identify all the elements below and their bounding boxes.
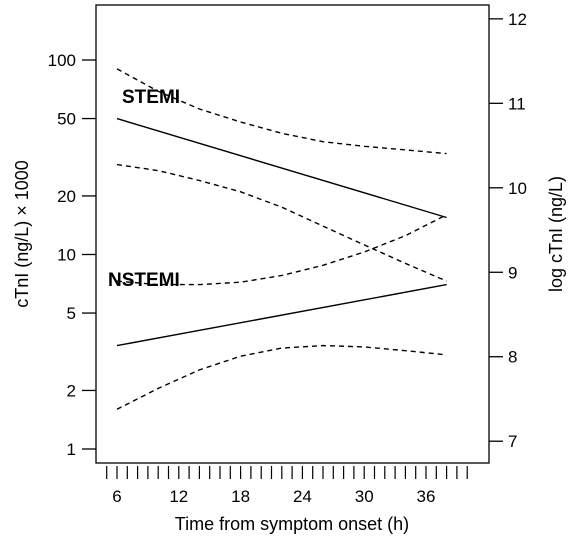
x-axis: 6 12 18 24 30 36 bbox=[106, 466, 468, 506]
x-tick-label: 24 bbox=[293, 487, 312, 506]
y-left-tick-label: 1 bbox=[67, 440, 76, 459]
y-right-tick-label: 7 bbox=[508, 432, 517, 451]
confidence-band-line-5 bbox=[116, 344, 447, 410]
series-label-stemi: STEMI bbox=[122, 87, 180, 108]
x-tick-label: 36 bbox=[417, 487, 436, 506]
y-left-tick-label: 5 bbox=[67, 304, 76, 323]
y-axis-label-right: log cTnI (ng/L) bbox=[546, 176, 566, 292]
x-tick-label: 6 bbox=[112, 487, 121, 506]
y-left-tick-label: 50 bbox=[57, 110, 76, 129]
y-right-tick-label: 9 bbox=[508, 263, 517, 282]
y-left-tick-label: 20 bbox=[57, 187, 76, 206]
confidence-band-line-4 bbox=[116, 214, 447, 286]
y-left-tick-label: 2 bbox=[67, 381, 76, 400]
series-line-stemi bbox=[116, 117, 447, 219]
y-right-tick-label: 11 bbox=[508, 94, 526, 113]
y-right-tick-label: 10 bbox=[508, 179, 527, 198]
x-axis-label: Time from symptom onset (h) bbox=[175, 514, 409, 534]
x-tick-label: 18 bbox=[231, 487, 250, 506]
confidence-band-line-2 bbox=[116, 163, 447, 282]
plot-frame bbox=[95, 4, 490, 464]
series-layer bbox=[116, 68, 447, 410]
left-axis: 1 2 5 10 20 50 100 bbox=[48, 51, 96, 459]
y-left-tick-label: 100 bbox=[48, 51, 76, 70]
x-tick-label: 12 bbox=[169, 487, 188, 506]
series-line-nstemi bbox=[116, 283, 447, 347]
series-label-nstemi: NSTEMI bbox=[108, 270, 180, 291]
y-axis-label-left: cTnI (ng/L) × 1000 bbox=[12, 160, 32, 308]
right-axis: 7 8 9 10 11 12 bbox=[489, 10, 527, 451]
y-left-tick-label: 10 bbox=[57, 246, 76, 265]
y-right-tick-label: 8 bbox=[508, 348, 517, 367]
x-tick-label: 30 bbox=[355, 487, 374, 506]
confidence-band-line-1 bbox=[116, 68, 447, 155]
y-right-tick-label: 12 bbox=[508, 10, 527, 29]
